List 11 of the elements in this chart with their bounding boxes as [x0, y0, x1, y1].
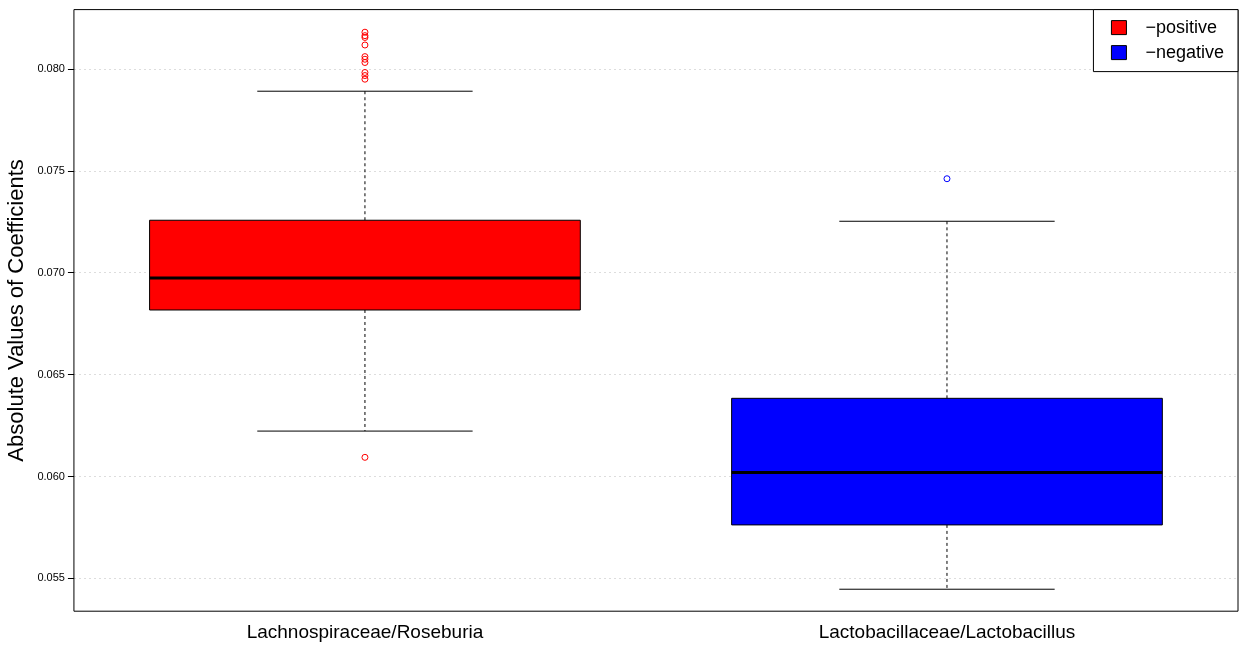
y-tick-label: 0.080	[37, 62, 65, 75]
y-tick-label: 0.065	[37, 367, 65, 380]
legend-label: −positive	[1145, 16, 1217, 37]
y-tick-label: 0.060	[37, 469, 65, 482]
y-axis-title: Absolute Values of Coefficients	[3, 159, 29, 462]
y-tick-label: 0.055	[37, 571, 65, 584]
x-tick-label: Lachnospiraceae/Roseburia	[246, 620, 484, 642]
y-tick-label: 0.075	[37, 164, 65, 177]
x-tick-label: Lactobacillaceae/Lactobacillus	[818, 620, 1076, 642]
y-tick-label: 0.070	[37, 265, 65, 278]
legend-label: −negative	[1145, 41, 1225, 62]
